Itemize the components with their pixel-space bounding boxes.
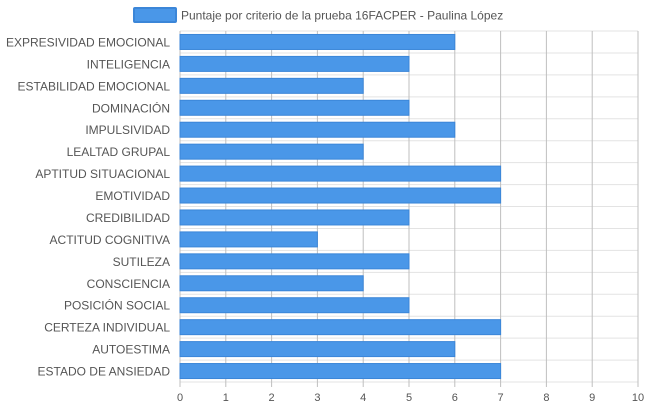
bar[interactable] bbox=[179, 121, 456, 138]
bar[interactable] bbox=[179, 77, 364, 94]
bar[interactable] bbox=[179, 55, 410, 72]
bar[interactable] bbox=[179, 319, 502, 336]
x-axis-tick-label: 5 bbox=[406, 392, 412, 404]
y-axis-label: CONSCIENCIA bbox=[87, 277, 170, 291]
y-axis-label: CREDIBILIDAD bbox=[86, 211, 170, 225]
y-axis-label: LEALTAD GRUPAL bbox=[67, 145, 171, 159]
bar[interactable] bbox=[179, 253, 410, 270]
legend-swatch bbox=[133, 7, 177, 23]
bar[interactable] bbox=[179, 209, 410, 226]
legend-label: Puntaje por criterio de la prueba 16FACP… bbox=[181, 9, 503, 23]
y-axis-label: CERTEZA INDIVIDUAL bbox=[44, 321, 170, 335]
bar[interactable] bbox=[179, 297, 410, 314]
x-axis-tick-label: 8 bbox=[543, 392, 549, 404]
x-axis-tick-label: 1 bbox=[223, 392, 229, 404]
x-axis-tick-label: 10 bbox=[632, 392, 644, 404]
y-axis-label: APTITUD SITUACIONAL bbox=[35, 167, 170, 181]
y-axis-label: INTELIGENCIA bbox=[87, 57, 170, 71]
x-axis-tick-label: 4 bbox=[360, 392, 366, 404]
y-axis-label: EXPRESIVIDAD EMOCIONAL bbox=[6, 35, 170, 49]
y-axis-label: EMOTIVIDAD bbox=[95, 189, 170, 203]
y-axis-label: AUTOESTIMA bbox=[92, 343, 170, 357]
bar[interactable] bbox=[179, 187, 502, 204]
y-axis-label: IMPULSIVIDAD bbox=[85, 123, 170, 137]
bar[interactable] bbox=[179, 231, 318, 248]
bar[interactable] bbox=[179, 363, 502, 380]
bar[interactable] bbox=[179, 165, 502, 182]
y-axis-label: ESTABILIDAD EMOCIONAL bbox=[18, 79, 171, 93]
x-axis-tick-label: 3 bbox=[314, 392, 320, 404]
bar[interactable] bbox=[179, 341, 456, 358]
x-axis-tick-label: 2 bbox=[269, 392, 275, 404]
bar[interactable] bbox=[179, 275, 364, 292]
y-axis-label: ESTADO DE ANSIEDAD bbox=[38, 365, 171, 379]
y-axis-label: ACTITUD COGNITIVA bbox=[50, 233, 170, 247]
bar[interactable] bbox=[179, 143, 364, 160]
y-axis-labels: EXPRESIVIDAD EMOCIONAL INTELIGENCIA ESTABI… bbox=[6, 35, 170, 378]
chart-legend[interactable]: Puntaje por criterio de la prueba 16FACP… bbox=[133, 7, 503, 23]
x-axis-tick-label: 0 bbox=[177, 392, 183, 404]
x-axis-tick-label: 6 bbox=[452, 392, 458, 404]
y-axis-label: DOMINACIÓN bbox=[92, 100, 170, 115]
x-axis-tick-label: 9 bbox=[589, 392, 595, 404]
chart-bars bbox=[179, 33, 502, 380]
x-axis-tick-labels: 0 1 2 3 4 5 6 7 8 9 10 bbox=[177, 392, 644, 404]
bar[interactable] bbox=[179, 33, 456, 50]
y-axis-label: SUTILEZA bbox=[113, 255, 170, 269]
y-axis-label: POSICIÓN SOCIAL bbox=[64, 298, 170, 313]
bar[interactable] bbox=[179, 99, 410, 116]
x-axis-tick-label: 7 bbox=[498, 392, 504, 404]
